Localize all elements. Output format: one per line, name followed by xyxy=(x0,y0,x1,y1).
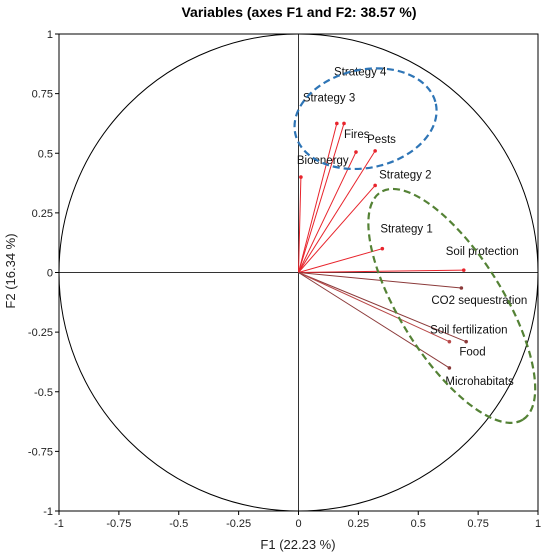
point-strategy-2 xyxy=(373,183,377,188)
chart-title: Variables (axes F1 and F2: 38.57 %) xyxy=(181,4,416,20)
x-tick-label: -0.75 xyxy=(106,518,131,530)
label-strategy-1: Strategy 1 xyxy=(380,224,432,236)
vector-bioenergy xyxy=(298,177,302,273)
label-co2-sequestration: CO2 sequestration xyxy=(431,295,527,307)
label-food: Food xyxy=(459,347,485,359)
group-ellipses xyxy=(293,67,537,424)
x-tick-label: -1 xyxy=(54,518,64,530)
label-soil-fertilization: Soil fertilization xyxy=(430,325,507,337)
vector-food xyxy=(298,272,450,343)
point-strategy-4 xyxy=(342,121,346,126)
y-tick-label: -0.75 xyxy=(28,446,53,458)
y-tick-label: 0.5 xyxy=(38,148,53,160)
label-strategy-2: Strategy 2 xyxy=(379,169,431,181)
vector-pests xyxy=(298,150,376,273)
point-soil-protection xyxy=(461,268,466,272)
label-strategy-4: Strategy 4 xyxy=(334,66,387,78)
vector-co2-sequestration xyxy=(298,272,462,289)
y-tick-label: -0.25 xyxy=(28,327,53,339)
x-tick-label: 0.5 xyxy=(411,518,426,530)
x-tick-label: -0.25 xyxy=(226,518,251,530)
label-fires: Fires xyxy=(344,129,370,141)
tick-labels: -1 -0.75 -0.5 -0.25 0 0.25 0.5 0.75 1 1 0.75 0.5 0.2… xyxy=(28,29,541,530)
label-strategy-3: Strategy 3 xyxy=(303,92,355,104)
x-tick-label: 0.75 xyxy=(467,518,488,530)
point-co2-sequestration xyxy=(459,286,464,290)
y-tick-label: 0 xyxy=(47,268,53,280)
x-tick-label: 0 xyxy=(295,518,301,530)
y-tick-label: 0.25 xyxy=(32,208,53,220)
variable-vectors xyxy=(298,121,468,370)
vector-fires xyxy=(298,151,357,273)
y-tick-label: 0.75 xyxy=(32,89,53,101)
vector-strategy-2 xyxy=(298,185,376,273)
vector-soil-fertilization xyxy=(298,272,467,343)
y-axis-label: F2 (16.34 %) xyxy=(3,233,18,308)
vector-strategy-1 xyxy=(298,248,383,273)
point-microhabitats xyxy=(447,366,452,370)
label-microhabitats: Microhabitats xyxy=(445,376,514,388)
label-soil-protection: Soil protection xyxy=(446,246,519,258)
label-bioenergy: Bioenergy xyxy=(297,155,349,167)
x-tick-label: -0.5 xyxy=(169,518,188,530)
point-food xyxy=(447,339,452,344)
vector-microhabitats xyxy=(298,272,450,369)
vector-strategy-3 xyxy=(298,123,338,273)
vector-soil-protection xyxy=(298,269,464,273)
vector-strategy-4 xyxy=(298,123,345,273)
x-tick-label: 0.25 xyxy=(348,518,369,530)
group-ellipse-1 xyxy=(293,67,438,171)
point-fires xyxy=(354,150,358,154)
x-tick-label: 1 xyxy=(535,518,541,530)
point-pests xyxy=(373,149,377,153)
point-bioenergy xyxy=(299,175,303,179)
x-axis-label: F1 (22.23 %) xyxy=(260,537,335,552)
y-tick-label: 1 xyxy=(47,29,53,41)
point-strategy-3 xyxy=(335,121,339,126)
label-pests: Pests xyxy=(367,134,396,146)
point-soil-fertilization xyxy=(464,339,468,344)
y-tick-label: -0.5 xyxy=(34,387,53,399)
point-strategy-1 xyxy=(380,246,385,251)
y-tick-label: -1 xyxy=(43,506,53,518)
group-ellipse-2 xyxy=(367,187,537,424)
